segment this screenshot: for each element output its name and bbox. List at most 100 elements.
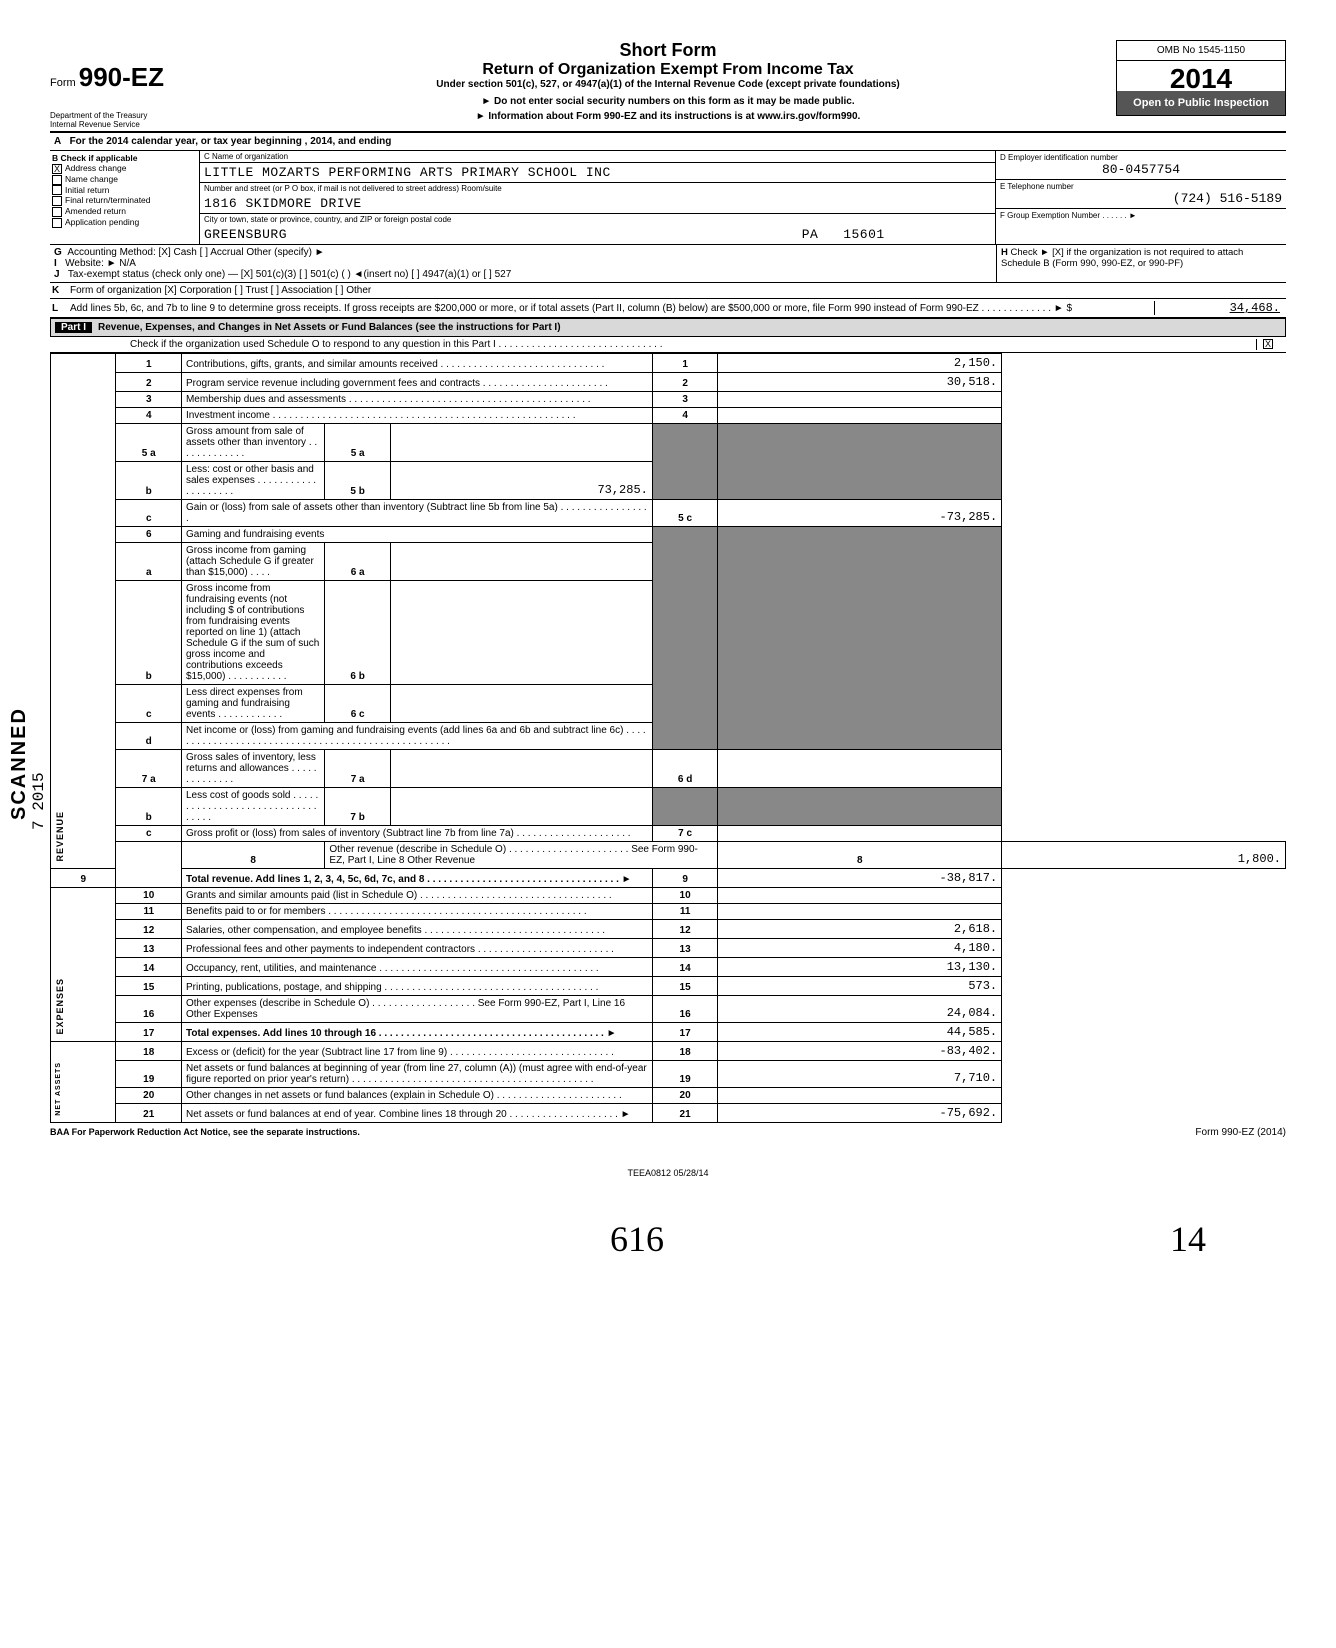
e-label: E Telephone number	[1000, 182, 1282, 191]
d-label: D Employer identification number	[1000, 153, 1282, 162]
dept-row: Department of the Treasury Internal Reve…	[50, 111, 1286, 133]
l20-num: 20	[116, 1088, 181, 1104]
l9-amt: -38,817.	[718, 869, 1002, 888]
l-amount: 34,468.	[1154, 301, 1284, 315]
c-org-name: LITTLE MOZARTS PERFORMING ARTS PRIMARY S…	[200, 163, 995, 182]
l4-num: 4	[116, 408, 181, 424]
l7b-sn: 7 b	[325, 788, 390, 826]
b-checkbox-item[interactable]: Name change	[52, 174, 197, 185]
e-phone: (724) 516-5189	[1000, 191, 1282, 206]
l3-desc: Membership dues and assessments . . . . …	[181, 392, 652, 408]
part-i-grid: REVENUE 1 Contributions, gifts, grants, …	[50, 353, 1286, 1123]
l7a-desc: Gross sales of inventory, less returns a…	[181, 750, 324, 788]
side-expenses: EXPENSES	[55, 974, 65, 1039]
form-header: Form 990-EZ Short Form Return of Organiz…	[50, 40, 1286, 107]
l19-num: 19	[116, 1061, 181, 1088]
part-i-header: Part I Revenue, Expenses, and Changes in…	[50, 318, 1286, 337]
l6a-num: a	[116, 543, 181, 581]
b-checkbox-item[interactable]: Initial return	[52, 185, 197, 196]
l12-num: 12	[116, 920, 181, 939]
l20-amt	[718, 1088, 1002, 1104]
l1-num: 1	[116, 354, 181, 373]
l6c-desc: Less direct expenses from gaming and fun…	[181, 685, 324, 723]
form-label: Form	[50, 77, 76, 89]
l13-amt: 4,180.	[718, 939, 1002, 958]
l4-rn: 4	[652, 408, 717, 424]
l21-amt: -75,692.	[718, 1104, 1002, 1123]
l11-num: 11	[116, 904, 181, 920]
l13-desc: Professional fees and other payments to …	[181, 939, 652, 958]
l7b-num: b	[116, 788, 181, 826]
j-tax-exempt: Tax-exempt status (check only one) — [X]…	[68, 269, 511, 280]
c-name-label: C Name of organization	[200, 151, 995, 163]
l16-desc: Other expenses (describe in Schedule O) …	[181, 996, 652, 1023]
check-o-text: Check if the organization used Schedule …	[130, 339, 1256, 350]
l5b-sa: 73,285.	[390, 462, 652, 500]
h-text: Check ► [X] if the organization is not r…	[1001, 247, 1243, 269]
l7a-num: 7 a	[116, 750, 181, 788]
b-checkbox-item[interactable]: Final return/terminated	[52, 195, 197, 206]
b-checkbox-item[interactable]: Application pending	[52, 217, 197, 228]
l6-shade	[652, 527, 717, 750]
l8-desc: Other revenue (describe in Schedule O) .…	[325, 842, 718, 869]
check-o-box[interactable]: X	[1263, 339, 1273, 349]
l6d-desc: Net income or (loss) from gaming and fun…	[181, 723, 652, 750]
l11-rn: 11	[652, 904, 717, 920]
part-i-check-o: Check if the organization used Schedule …	[50, 337, 1286, 353]
l7c-amt	[718, 826, 1002, 842]
l16-rn: 16	[652, 996, 717, 1023]
l13-rn: 13	[652, 939, 717, 958]
l5c-num: c	[116, 500, 181, 527]
row-g-h: G Accounting Method: [X] Cash [ ] Accrua…	[50, 245, 1286, 283]
open-to-public: Open to Public Inspection	[1116, 91, 1286, 116]
l17-rn: 17	[652, 1023, 717, 1042]
title-short-form: Short Form	[228, 40, 1108, 61]
l2-rn: 2	[652, 373, 717, 392]
l7c-rn: 7 c	[652, 826, 717, 842]
l1-rn: 1	[652, 354, 717, 373]
footer-right: Form 990-EZ (2014)	[1195, 1127, 1286, 1138]
c-city-label: City or town, state or province, country…	[200, 214, 995, 225]
c-addr: 1816 SKIDMORE DRIVE	[200, 194, 995, 213]
d-ein: 80-0457754	[1000, 162, 1282, 177]
title-return: Return of Organization Exempt From Incom…	[228, 61, 1108, 79]
l7b-sa	[390, 788, 652, 826]
l3-num: 3	[116, 392, 181, 408]
l17-desc: Total expenses. Add lines 10 through 16 …	[181, 1023, 652, 1042]
l3-amt	[718, 392, 1002, 408]
form-page: Form 990-EZ Short Form Return of Organiz…	[50, 40, 1286, 1260]
l6b-sa	[390, 581, 652, 685]
l6c-num: c	[116, 685, 181, 723]
subtitle: Under section 501(c), 527, or 4947(a)(1)…	[228, 79, 1108, 90]
l6d-rn: 6 d	[652, 750, 717, 788]
l7c-num: c	[116, 826, 181, 842]
l9-desc: Total revenue. Add lines 1, 2, 3, 4, 5c,…	[181, 869, 652, 888]
side-revenue: REVENUE	[55, 807, 65, 866]
l6c-sa	[390, 685, 652, 723]
b-checkbox-item[interactable]: XAddress change	[52, 163, 197, 174]
col-def: D Employer identification number 80-0457…	[996, 151, 1286, 244]
sig-right: 14	[1170, 1218, 1206, 1260]
part-i-label: Part I	[55, 322, 92, 333]
row-a-tax-year: A For the 2014 calendar year, or tax yea…	[50, 133, 1286, 151]
l6-num: 6	[116, 527, 181, 543]
l10-amt	[718, 888, 1002, 904]
l7a-sa	[390, 750, 652, 788]
l21-rn: 21	[652, 1104, 717, 1123]
l12-rn: 12	[652, 920, 717, 939]
l5c-rn: 5 c	[652, 500, 717, 527]
l13-num: 13	[116, 939, 181, 958]
h-schedule-b: H Check ► [X] if the organization is not…	[996, 245, 1286, 282]
l6-desc: Gaming and fundraising events	[181, 527, 652, 543]
l6c-sn: 6 c	[325, 685, 390, 723]
l6b-sn: 6 b	[325, 581, 390, 685]
sig-left: 616	[610, 1218, 664, 1260]
l2-num: 2	[116, 373, 181, 392]
l2-amt: 30,518.	[718, 373, 1002, 392]
col-b-checkboxes: B Check if applicable XAddress changeNam…	[50, 151, 200, 244]
l11-amt	[718, 904, 1002, 920]
l5a-num: 5 a	[116, 424, 181, 462]
l5b-sn: 5 b	[325, 462, 390, 500]
l15-num: 15	[116, 977, 181, 996]
b-checkbox-item[interactable]: Amended return	[52, 206, 197, 217]
